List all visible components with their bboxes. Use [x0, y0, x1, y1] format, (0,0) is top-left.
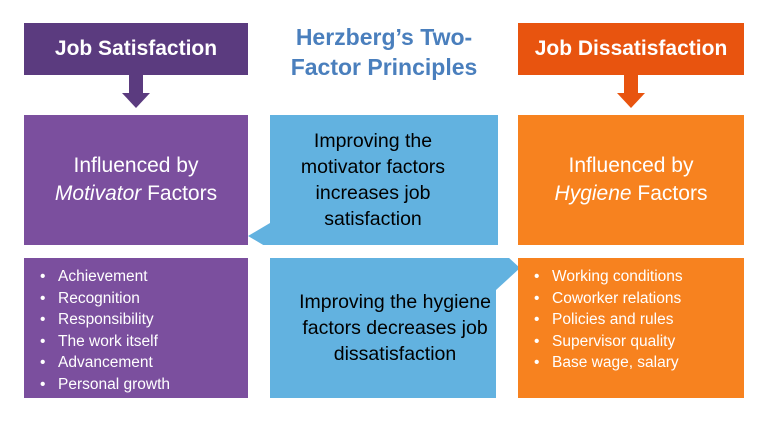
job-dissatisfaction-header-label: Job Dissatisfaction	[534, 37, 728, 60]
hygiene-arrow-callout: Improving the hygiene factors decreases …	[270, 258, 520, 398]
hygiene-factors-box: Influenced by Hygiene Factors	[518, 115, 744, 245]
motivator-emphasis: Motivator	[54, 182, 142, 205]
motivator-box-line1: Influenced by	[73, 154, 199, 177]
list-item: Supervisor quality	[534, 331, 744, 353]
hygiene-box-line2: Hygiene Factors	[555, 180, 708, 208]
motivator-box-line2: Motivator Factors	[55, 180, 217, 208]
hygiene-box-line1: Influenced by	[568, 154, 694, 177]
dissatisfaction-down-arrow-shaft	[624, 75, 638, 94]
job-dissatisfaction-header: Job Dissatisfaction	[518, 23, 744, 75]
left-arrow-icon	[248, 115, 498, 245]
list-item: Recognition	[40, 288, 248, 310]
hygiene-callout-text: Improving the hygiene factors decreases …	[299, 291, 491, 365]
hygiene-box-rest: Factors	[631, 182, 708, 205]
list-item: Coworker relations	[534, 288, 744, 310]
motivator-factors-box: Influenced by Motivator Factors	[24, 115, 248, 245]
list-item: Working conditions	[534, 266, 744, 288]
motivator-arrow-callout: Improving the motivator factors increase…	[248, 115, 498, 245]
hygiene-emphasis: Hygiene	[554, 182, 632, 205]
list-item: Responsibility	[40, 309, 248, 331]
dissatisfaction-down-arrow-icon	[617, 93, 645, 108]
satisfaction-down-arrow-icon	[122, 93, 150, 108]
motivator-factor-list: AchievementRecognitionResponsibilityThe …	[24, 258, 248, 396]
job-satisfaction-header-label: Job Satisfaction	[54, 37, 218, 60]
job-satisfaction-header: Job Satisfaction	[24, 23, 248, 75]
motivator-callout-text: Improving the motivator factors increase…	[300, 130, 446, 230]
list-item: Personal growth	[40, 374, 248, 396]
hygiene-factor-list: Working conditionsCoworker relationsPoli…	[518, 258, 744, 374]
list-item: The work itself	[40, 331, 248, 353]
right-arrow-icon	[270, 258, 520, 398]
satisfaction-down-arrow-shaft	[129, 75, 143, 94]
list-item: Policies and rules	[534, 309, 744, 331]
list-item: Achievement	[40, 266, 248, 288]
list-item: Advancement	[40, 352, 248, 374]
motivator-box-rest: Factors	[141, 182, 218, 205]
diagram-title: Herzberg’s Two-Factor Principles	[290, 24, 478, 80]
list-item: Base wage, salary	[534, 352, 744, 374]
motivator-list-box: AchievementRecognitionResponsibilityThe …	[24, 258, 248, 398]
hygiene-list-box: Working conditionsCoworker relationsPoli…	[518, 258, 744, 398]
